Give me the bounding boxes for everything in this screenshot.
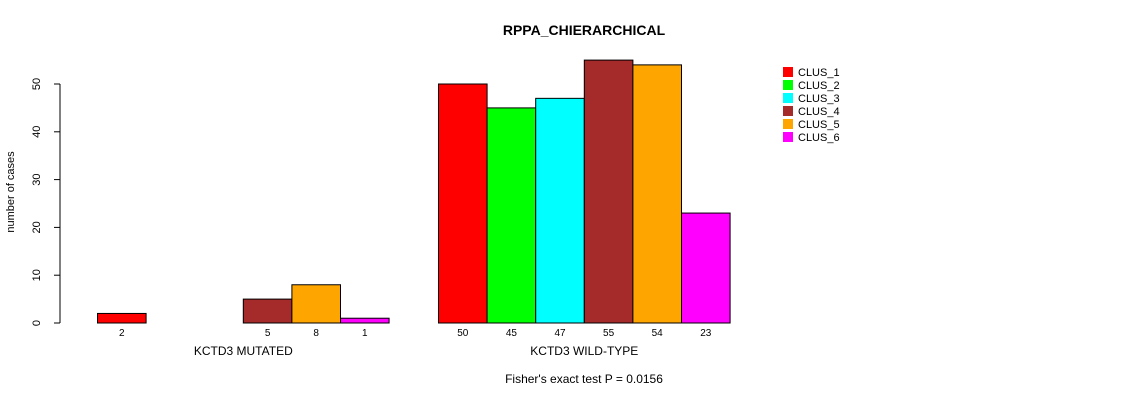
bar-count-label: 47 [554, 328, 566, 339]
y-tick-label: 30 [31, 173, 43, 185]
legend-swatch [783, 80, 793, 90]
group-label: KCTD3 MUTATED [194, 344, 293, 358]
bar-group: 2 5 8 1 KCTD3 MUTATED [97, 284, 390, 358]
bar-clus-4 [242, 298, 293, 324]
bar-clus-2 [486, 107, 537, 324]
legend-label: CLUS_1 [798, 67, 840, 79]
legend-swatch [783, 106, 793, 116]
bar-clus-6 [681, 212, 731, 324]
y-tick-label: 10 [31, 269, 43, 281]
bar-clus-4 [583, 59, 634, 324]
bar-group: 50 45 47 55 54 23 KCTD3 WILD-TYPE [438, 59, 731, 358]
bar-count-label: 45 [506, 328, 518, 339]
bar-count-label: 50 [457, 328, 469, 339]
y-axis: 0 10 20 30 40 50 [31, 78, 61, 326]
bar-clus-6 [340, 317, 390, 324]
legend-label: CLUS_4 [798, 106, 840, 118]
bar-clus-1 [438, 83, 488, 324]
legend-swatch [783, 67, 793, 77]
legend-swatch [783, 93, 793, 103]
y-tick-label: 40 [31, 126, 43, 138]
y-axis-label: number of cases [5, 151, 17, 233]
legend-label: CLUS_6 [798, 132, 840, 144]
bar-clus-3 [535, 97, 585, 324]
y-tick-label: 50 [31, 78, 43, 90]
fisher-test-footnote: Fisher's exact test P = 0.0156 [505, 372, 663, 386]
bar-count-label: 8 [313, 328, 319, 339]
bar-count-label: 1 [362, 328, 368, 339]
bar-clus-1 [97, 312, 147, 324]
bar-clus-5 [291, 284, 341, 324]
group-label: KCTD3 WILD-TYPE [530, 344, 638, 358]
legend-label: CLUS_2 [798, 80, 840, 92]
bar-count-label: 55 [603, 328, 615, 339]
chart-title: RPPA_CHIERARCHICAL [503, 22, 666, 38]
bars-layer: 2 5 8 1 KCTD3 MUTATED 50 45 47 55 54 23 KCTD3 WILD-… [97, 59, 731, 358]
legend-label: CLUS_3 [798, 93, 840, 105]
y-tick-label: 20 [31, 221, 43, 233]
bar-count-label: 5 [265, 328, 271, 339]
bar-count-label: 54 [652, 328, 664, 339]
bar-clus-5 [632, 64, 683, 324]
bar-count-label: 2 [119, 328, 125, 339]
legend-label: CLUS_5 [798, 119, 840, 131]
legend-swatch [783, 119, 793, 129]
y-tick-label: 0 [31, 320, 43, 326]
bar-count-label: 23 [700, 328, 712, 339]
legend-swatch [783, 132, 793, 142]
